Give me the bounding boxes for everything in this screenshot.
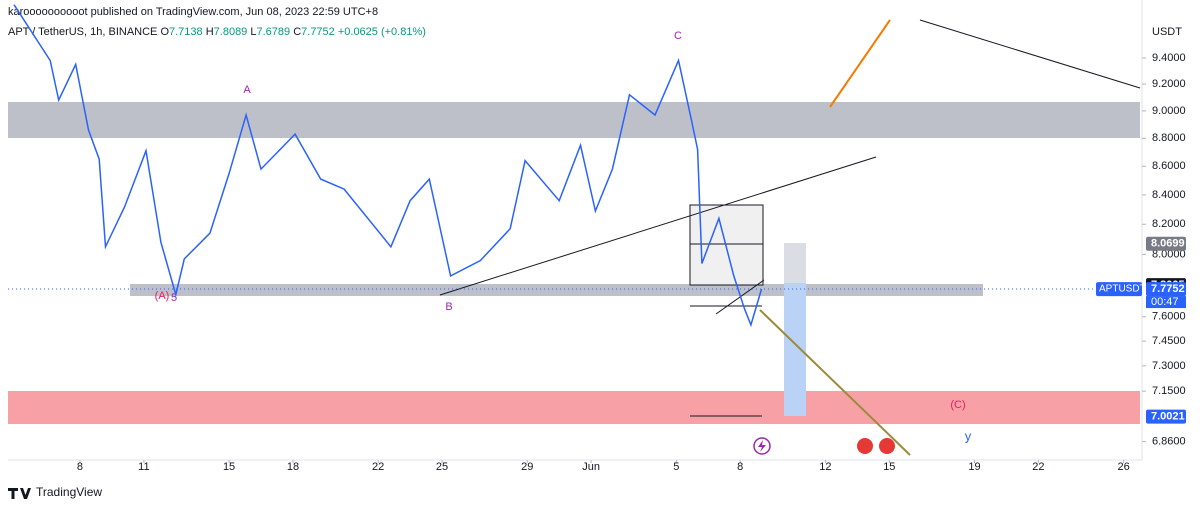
orange-line	[829, 19, 891, 108]
wave-label: A	[243, 84, 251, 96]
logo	[8, 488, 31, 499]
symbol-part: 7.7752	[301, 26, 338, 38]
footer: TradingView	[36, 485, 102, 499]
x-tick-label: 11	[138, 461, 149, 473]
countdown: 00:47	[1151, 296, 1179, 308]
x-tick-label: 18	[287, 461, 299, 473]
y-tick-label: 7.6000	[1152, 311, 1186, 323]
wave-label: C	[674, 30, 682, 42]
price-series	[13, 4, 763, 328]
event-icon	[758, 440, 766, 452]
symbol-part: +0.0625 (+0.81%)	[338, 26, 426, 38]
symbol-tag	[1096, 282, 1142, 297]
x-tick-label: 15	[223, 461, 235, 473]
wave-label: (A)	[155, 290, 170, 302]
target-zone	[8, 391, 1140, 424]
y-tick-label: 8.0000	[1152, 248, 1186, 260]
range-box	[784, 243, 806, 283]
y-tick-label: 6.8600	[1152, 435, 1186, 447]
flag-icon[interactable]	[879, 438, 895, 454]
symbol-part: C	[293, 26, 301, 38]
symbol-part: 7.6789	[256, 26, 293, 38]
projection-box	[784, 283, 806, 416]
y-tick-label: 8.8000	[1152, 132, 1186, 144]
wave-label: y	[965, 428, 972, 443]
symbol-part: L	[250, 26, 256, 38]
y-tick-label: 8.6000	[1152, 160, 1186, 172]
y-tick-label: 9.0000	[1152, 105, 1186, 117]
y-tick-label: 7.1500	[1152, 385, 1186, 397]
y-tick-label: 9.2000	[1152, 78, 1186, 90]
support-zone	[130, 284, 983, 296]
publisher: karoooooooooot published on TradingView.…	[8, 6, 378, 18]
x-tick-label: 22	[372, 461, 384, 473]
y-tick-label: 8.2000	[1152, 218, 1186, 230]
currency: USDT	[1152, 26, 1182, 38]
symbol-part: O	[160, 26, 169, 38]
x-tick-label: 15	[883, 461, 895, 473]
price-badge	[1146, 409, 1186, 424]
symbol-part: 7.7138	[169, 26, 206, 38]
price-badge-label: 7.0021	[1151, 411, 1185, 423]
symbol-line: APT / TetherUS, 1h, BINANCE O7.7138 H7.8…	[8, 26, 426, 38]
x-tick-label: 25	[436, 461, 448, 473]
x-tick-label: 29	[521, 461, 533, 473]
wave-label: (C)	[950, 399, 965, 411]
y-tick-label: 7.4500	[1152, 335, 1186, 347]
trend-line	[919, 19, 1141, 89]
y-tick-label: 7.3000	[1152, 360, 1186, 372]
y-tick-label: 8.4000	[1152, 189, 1186, 201]
x-tick-label: 8	[77, 461, 83, 473]
projection-line	[759, 309, 911, 456]
y-tick-label: 9.4000	[1152, 52, 1186, 64]
x-tick-label: 26	[1117, 461, 1129, 473]
wave-label: B	[445, 301, 452, 313]
x-tick-label: Jun	[582, 461, 600, 473]
symbol-tag-label: APTUSDT	[1099, 284, 1146, 295]
x-tick-label: 5	[673, 461, 679, 473]
flag-icon[interactable]	[857, 438, 873, 454]
price-badge	[1146, 282, 1186, 297]
price-badge-label: 8.0699	[1151, 238, 1185, 250]
price-badge-label: 7.7752	[1151, 283, 1185, 295]
resistance-zone	[8, 102, 1140, 138]
symbol-part: APT / TetherUS, 1h, BINANCE	[8, 26, 160, 38]
symbol-part: H	[206, 26, 214, 38]
x-tick-label: 19	[968, 461, 980, 473]
trend-line	[439, 156, 877, 296]
countdown-badge	[1146, 296, 1186, 309]
price-badge	[1146, 236, 1186, 251]
wave-label: 5	[171, 292, 177, 304]
x-tick-label: 12	[819, 461, 831, 473]
symbol-part: 7.8089	[214, 26, 251, 38]
x-tick-label: 8	[737, 461, 743, 473]
x-tick-label: 22	[1032, 461, 1044, 473]
